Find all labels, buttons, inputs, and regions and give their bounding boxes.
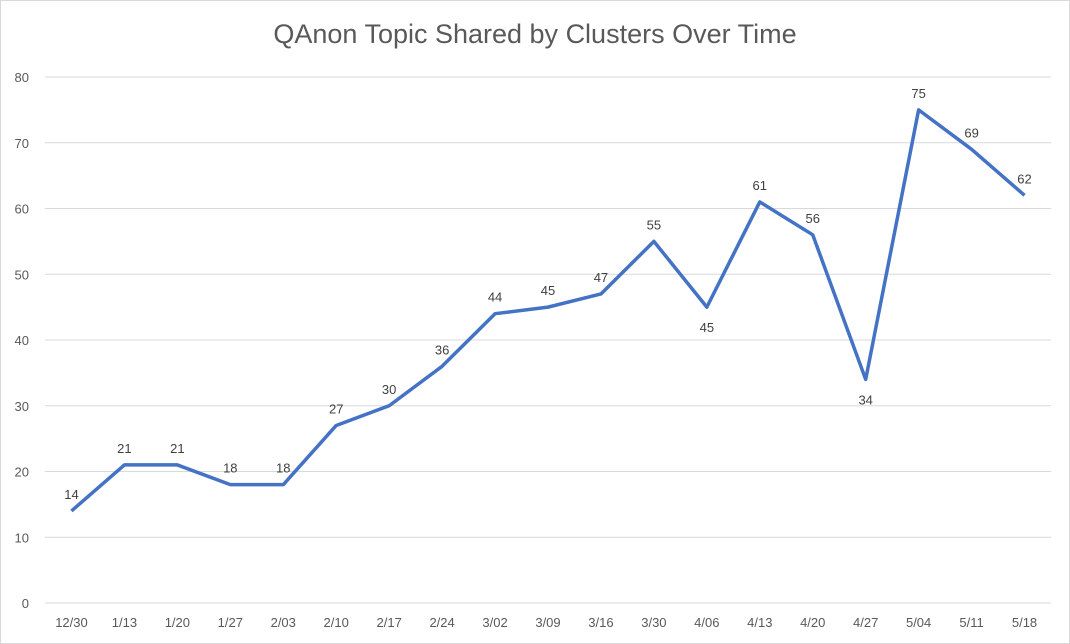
data-label: 18 <box>223 461 237 476</box>
data-label: 56 <box>806 211 820 226</box>
x-tick-label: 4/27 <box>853 615 878 630</box>
y-tick-label: 40 <box>15 333 29 348</box>
x-tick-label: 2/10 <box>324 615 349 630</box>
x-tick-label: 4/06 <box>694 615 719 630</box>
y-tick-label: 10 <box>15 530 29 545</box>
x-tick-label: 4/20 <box>800 615 825 630</box>
y-tick-label: 0 <box>22 596 29 611</box>
y-tick-label: 20 <box>15 465 29 480</box>
data-label: 47 <box>594 270 608 285</box>
x-tick-label: 2/24 <box>429 615 454 630</box>
y-tick-label: 50 <box>15 267 29 282</box>
data-label: 36 <box>435 342 449 357</box>
x-tick-label: 1/27 <box>218 615 243 630</box>
data-label: 62 <box>1017 171 1031 186</box>
data-label: 75 <box>911 86 925 101</box>
chart-title: QAnon Topic Shared by Clusters Over Time <box>273 19 797 49</box>
x-tick-label: 1/20 <box>165 615 190 630</box>
data-label: 30 <box>382 382 396 397</box>
x-tick-label: 3/02 <box>482 615 507 630</box>
x-tick-label: 5/18 <box>1012 615 1037 630</box>
data-label: 45 <box>541 283 555 298</box>
x-tick-label: 5/04 <box>906 615 931 630</box>
x-tick-label: 3/16 <box>588 615 613 630</box>
data-label: 61 <box>753 178 767 193</box>
y-tick-label: 70 <box>15 136 29 151</box>
x-tick-label: 2/17 <box>377 615 402 630</box>
data-label: 27 <box>329 401 343 416</box>
data-label: 55 <box>647 217 661 232</box>
data-label: 34 <box>858 392 872 407</box>
series-line <box>70 108 1026 513</box>
y-tick-label: 80 <box>15 70 29 85</box>
x-tick-label: 1/13 <box>112 615 137 630</box>
x-tick-label: 12/30 <box>55 615 88 630</box>
x-tick-label: 3/09 <box>535 615 560 630</box>
data-label: 18 <box>276 461 290 476</box>
y-tick-label: 30 <box>15 399 29 414</box>
data-label: 69 <box>964 125 978 140</box>
data-label: 21 <box>117 441 131 456</box>
x-tick-label: 4/13 <box>747 615 772 630</box>
data-label: 44 <box>488 290 502 305</box>
data-label: 21 <box>170 441 184 456</box>
y-tick-label: 60 <box>15 202 29 217</box>
x-tick-label: 3/30 <box>641 615 666 630</box>
x-tick-label: 2/03 <box>271 615 296 630</box>
x-tick-label: 5/11 <box>959 615 983 630</box>
data-label: 45 <box>700 320 714 335</box>
data-label: 14 <box>64 487 78 502</box>
